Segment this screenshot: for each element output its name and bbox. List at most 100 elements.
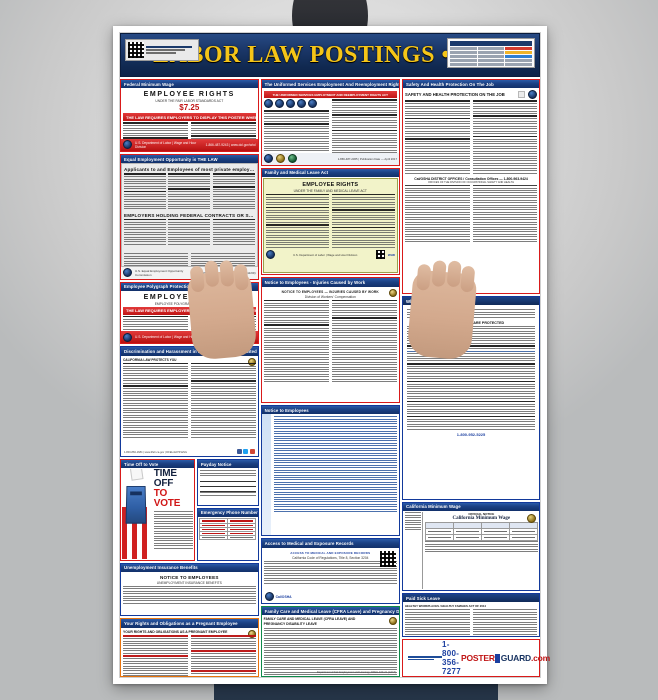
contact-text	[408, 656, 443, 660]
brand-logo-part-3: .com	[530, 653, 551, 663]
sub-title: NOTICE TO EMPLOYEES	[160, 574, 219, 580]
table-row	[199, 535, 257, 541]
panel-body: NOTICE TO EMPLOYEES — INJURIES CAUSED BY…	[262, 287, 399, 402]
calosha-seal-icon	[528, 90, 537, 100]
calosha-seal-icon	[264, 592, 274, 602]
vets-seal-icon	[275, 154, 285, 164]
panel-body: ACCESS TO MEDICAL AND EXPOSURE RECORDS C…	[262, 548, 399, 604]
panel-body: THE UNIFORMED SERVICES EMPLOYMENT AND RE…	[262, 88, 399, 153]
panel-body: SAFETY AND HEALTH PROTECTION ON THE JOB …	[403, 88, 539, 293]
qr-code-icon	[375, 250, 385, 260]
panel-discrimination-harassment-prohibited[interactable]: Discrimination and Harassment in Employm…	[120, 346, 259, 457]
table-title: Cal/OSHA DISTRICT OFFICES / Consultation…	[414, 177, 528, 182]
table-row	[425, 534, 538, 542]
panel-equal-employment-opportunity[interactable]: Equal Employment Opportunity is THE LAW …	[120, 153, 259, 280]
panel-safety-and-health-protection[interactable]: Safety And Health Protection On The Job …	[402, 79, 540, 295]
sub-title-secondary: Division of Workers' Compensation	[304, 294, 356, 299]
sub-title-secondary: California Code of Regulations, Title 8,…	[292, 555, 369, 560]
panel-family-and-medical-leave-act[interactable]: Family and Medical Leave Act EMPLOYEE RI…	[260, 167, 401, 276]
column-left: Federal Minimum Wage EMPLOYEE RIGHTS UND…	[120, 79, 259, 677]
panel-header: Your Rights and Obligations as a Pregnan…	[121, 619, 258, 628]
panel-body	[198, 468, 258, 505]
panel-time-off-to-vote[interactable]: Time Off to Vote	[120, 458, 195, 561]
wage-value: $7.25	[179, 103, 200, 113]
labor-law-poster[interactable]: LABOR LAW POSTINGS • 2018 Federal Minimu	[113, 26, 550, 684]
dol-seal-icon	[123, 332, 132, 342]
contact-phone-number[interactable]: 1-800-356-7277	[442, 640, 462, 676]
dol-seal-icon	[263, 154, 273, 164]
decorative-side-strip	[261, 414, 271, 536]
panel-pregnant-employee-rights[interactable]: Your Rights and Obligations as a Pregnan…	[120, 618, 259, 677]
sub-title: EMPLOYEE RIGHTS	[302, 181, 359, 188]
sub-title: ACCESS TO MEDICAL AND EXPOSURE RECORDS	[290, 550, 371, 555]
contact-bar[interactable]: 1-800-356-7277 POSTER GUARD .com	[402, 639, 550, 677]
userra-seal-row	[263, 99, 329, 109]
panel-footer: U.S. Department of Labor | Wage and Hour…	[121, 138, 258, 151]
panel-header: California Minimum Wage	[403, 502, 539, 511]
social-icons[interactable]	[237, 448, 255, 454]
panel-federal-minimum-wage[interactable]: Federal Minimum Wage EMPLOYEE RIGHTS UND…	[120, 79, 259, 152]
qr-code-block	[125, 39, 199, 61]
army-seal-icon	[263, 99, 273, 109]
hand-left	[186, 259, 258, 361]
brand-logo[interactable]: POSTER GUARD .com	[461, 653, 550, 663]
panel-header: The Uniformed Services Employment And Re…	[261, 80, 400, 89]
sub-title-secondary: UNDER THE FAIR LABOR STANDARDS ACT	[155, 99, 224, 104]
panel-notice-to-employees-injuries[interactable]: Notice to Employees - Injuries Caused by…	[260, 277, 401, 403]
panel-body: OFFICIAL NOTICE California Minimum Wage	[403, 511, 539, 591]
qr-code-icon	[128, 42, 144, 58]
agency-contact: 1-866-487-2365 | Publication Date — Apri…	[337, 156, 398, 161]
panel-header: Unemployment Insurance Benefits	[121, 563, 258, 572]
sub-title: HEALTHY WORKPLACES / HEALTHY FAMILIES AC…	[405, 604, 486, 609]
sub-title-secondary: California Minimum Wage	[452, 516, 511, 522]
panel-access-to-medical-exposure-records[interactable]: Access to Medical and Exposure Records A…	[260, 538, 401, 605]
state-seal-icon	[389, 288, 398, 297]
state-seal-icon	[527, 513, 536, 523]
panel-uniformed-services-userra[interactable]: The Uniformed Services Employment And Re…	[260, 79, 401, 166]
osc-seal-icon	[287, 154, 297, 164]
marines-seal-icon	[285, 99, 295, 109]
panel-header: Access to Medical and Exposure Records	[261, 539, 400, 548]
whd-logo: WHD	[387, 252, 396, 257]
panel-header: Emergency Phone Numbers	[197, 508, 258, 517]
panel-body: FAMILY CARE AND MEDICAL LEAVE (CFRA LEAV…	[262, 615, 399, 676]
brand-logo-part-1: POSTER	[461, 653, 495, 663]
panel-unemployment-insurance-benefits[interactable]: Unemployment Insurance Benefits NOTICE T…	[120, 562, 259, 617]
facebook-icon[interactable]	[237, 448, 243, 454]
sub-title: CALIFORNIA LAW PROTECTS YOU	[123, 357, 177, 362]
panel-body: EMPLOYEE RIGHTS UNDER THE FAIR LABOR STA…	[121, 88, 258, 139]
hotline-number: 1-800-952-5225	[456, 431, 486, 437]
compliance-stamp-block	[447, 38, 535, 68]
panel-header: Notice to Employees - Injuries Caused by…	[261, 278, 400, 287]
sub-title: OFFICIAL NOTICE	[468, 512, 495, 517]
panel-payday-notice[interactable]: Payday Notice	[196, 458, 259, 506]
panel-header: Notice to Employees	[261, 405, 400, 415]
dol-seal-icon	[123, 140, 132, 150]
agency-contact: 1-866-487-9243 | www.dol.gov/whd	[205, 142, 256, 147]
brand-logo-mark	[495, 653, 501, 663]
hand-right	[406, 260, 478, 361]
state-seal-icon	[247, 357, 256, 366]
vote-headline-2: TO VOTE	[153, 488, 181, 510]
panel-footer: 1-866-487-2365 | Publication Date — Apri…	[261, 152, 400, 165]
panel-emergency-phone-numbers[interactable]: Emergency Phone Numbers	[196, 507, 259, 561]
panel-header: Federal Minimum Wage	[121, 80, 258, 89]
calosha-logo: Cal/OSHA	[264, 592, 292, 602]
panel-california-minimum-wage[interactable]: California Minimum Wage OFFICIAL NOTICE …	[402, 501, 540, 592]
qr-code-icon	[380, 550, 397, 567]
sub-title-secondary: THE UNIFORMED SERVICES EMPLOYMENT AND RE…	[263, 91, 398, 99]
agency-name: U.S. Department of Labor | Wage and Hour…	[135, 140, 197, 149]
panel-body: CALIFORNIA LAW PROTECTS YOU 1-800-884-16…	[121, 356, 258, 456]
state-seal-icon	[389, 617, 398, 626]
panel-body: NOTICE TO EMPLOYEES UNEMPLOYMENT INSURAN…	[121, 572, 258, 616]
panel-header: Discrimination and Harassment in Employm…	[121, 347, 258, 356]
dol-seal-icon	[265, 250, 275, 260]
google-plus-icon[interactable]	[249, 448, 255, 454]
twitter-icon[interactable]	[243, 448, 249, 454]
panel-cfra-pregnancy-disability-leave[interactable]: Family Care and Medical Leave (CFRA Leav…	[260, 606, 401, 677]
panel-header: Payday Notice	[197, 459, 258, 469]
panel-paid-sick-leave[interactable]: Paid Sick Leave HEALTHY WORKPLACES / HEA…	[402, 593, 540, 637]
sub-title-secondary: UNEMPLOYMENT INSURANCE BENEFITS	[156, 580, 222, 585]
sub-title-secondary: UNDER THE FAMILY AND MEDICAL LEAVE ACT	[293, 188, 367, 193]
panel-notice-to-employees[interactable]: Notice to Employees	[260, 404, 401, 537]
